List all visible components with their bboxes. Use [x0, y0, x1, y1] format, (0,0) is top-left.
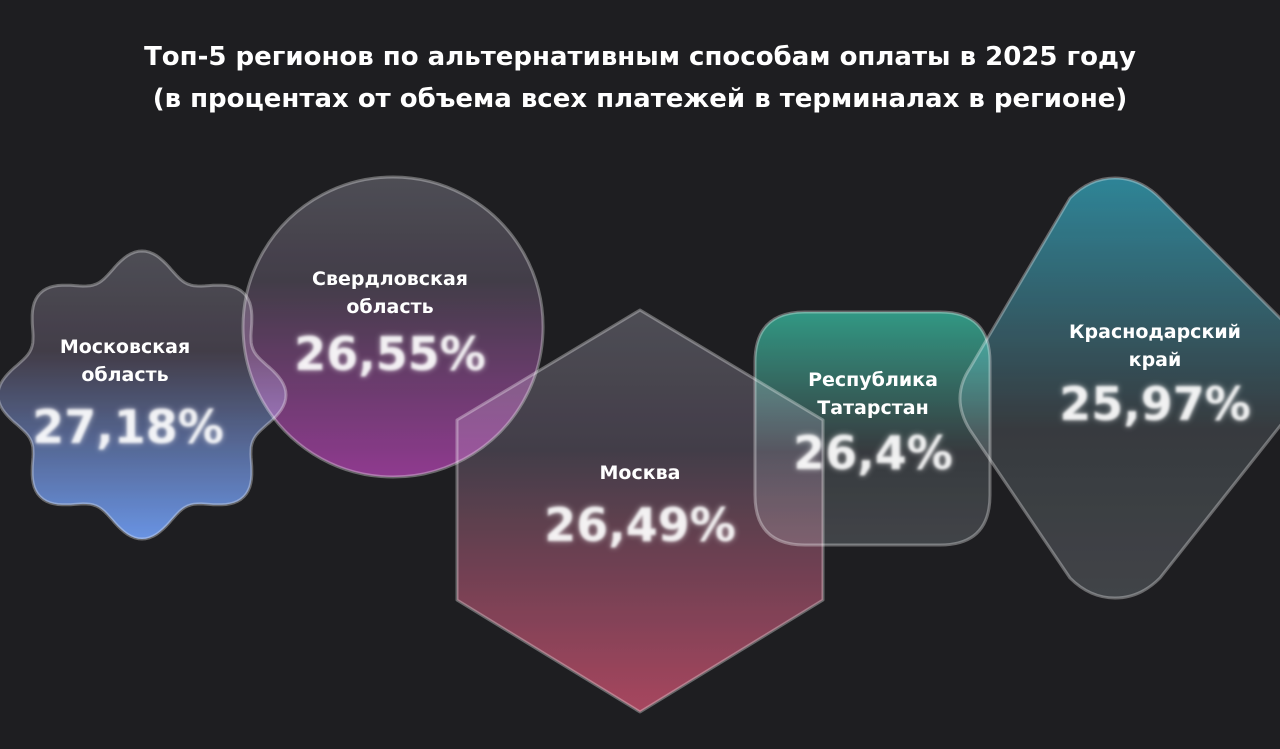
value-label: 25,97% [1059, 377, 1251, 431]
region-shape [0, 249, 288, 541]
region-shape [241, 175, 545, 479]
title: Топ-5 регионов по альтернативным способа… [144, 42, 1136, 72]
value-label: 26,55% [294, 327, 486, 381]
subtitle: (в процентах от объема всех платежей в т… [152, 84, 1128, 114]
region-label: Республика Татарстан [808, 369, 938, 419]
region-shape [753, 310, 992, 547]
value-label: 26,49% [544, 498, 736, 552]
region-label: Краснодарский край [1069, 321, 1241, 371]
region-label: Свердловская область [312, 268, 468, 318]
value-label: 26,4% [793, 426, 953, 480]
value-label: 27,18% [32, 400, 224, 454]
region-shape [958, 176, 1280, 600]
region-label: Москва [599, 462, 681, 484]
region-label: Московская область [59, 336, 191, 386]
